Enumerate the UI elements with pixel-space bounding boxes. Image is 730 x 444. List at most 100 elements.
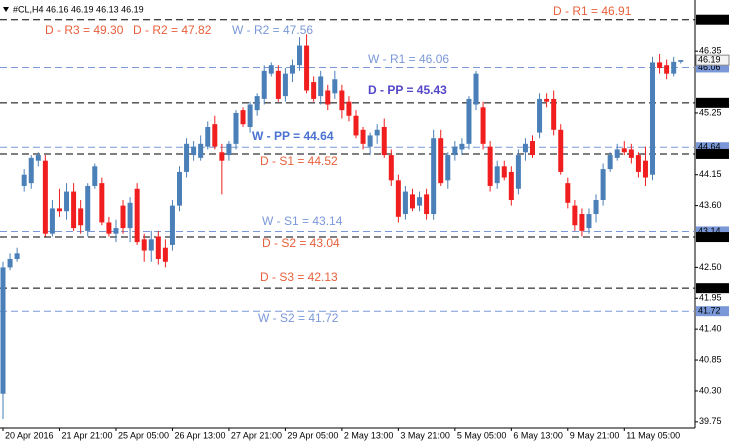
candle-body (134, 188, 140, 243)
candle-body (438, 138, 444, 184)
y-tick-label: 42.50 (699, 262, 722, 272)
candle-body (452, 146, 458, 156)
candle-body (289, 65, 295, 74)
candle-body (501, 166, 507, 178)
candle-body (177, 171, 182, 206)
level-price-label: 43.04 (698, 231, 721, 241)
y-tick-label: 41.95 (699, 293, 722, 303)
level-price-box (696, 62, 729, 73)
level-price-label: 43.14 (698, 226, 721, 236)
candle-body (487, 146, 493, 186)
candle-body (360, 129, 366, 144)
candle-body (402, 191, 408, 215)
candle-body (381, 126, 387, 156)
candle-body (254, 96, 260, 111)
last-price-box (695, 54, 730, 66)
candle-body (275, 70, 281, 99)
level-label: D - R1 = 46.91 (553, 4, 632, 18)
candle-body (71, 191, 77, 229)
candle-body (120, 205, 126, 229)
candle-body (78, 208, 84, 226)
candle-body (579, 214, 585, 231)
level-label: D - R3 = 49.30 (45, 23, 124, 37)
candle-body (431, 138, 437, 215)
candle-body (586, 214, 592, 229)
candle-body (417, 197, 423, 206)
candle-body (261, 70, 267, 99)
level-label: D - S2 = 43.04 (262, 236, 340, 250)
level-price-label: 44.52 (698, 148, 721, 158)
candle-body (621, 148, 627, 153)
candle-body (558, 129, 564, 172)
x-tick-label: 3 May 21:00 (400, 430, 450, 440)
y-tick-label: 39.75 (699, 416, 722, 426)
candle-body (113, 228, 119, 234)
level-label: W - R1 = 46.06 (368, 52, 449, 66)
level-price-box (696, 283, 729, 294)
level-price-box (696, 97, 729, 108)
candle-body (614, 149, 620, 158)
candle-body (127, 202, 133, 229)
candle-body (530, 141, 535, 156)
candle-body (600, 169, 606, 200)
x-tick-label: 11 May 05:00 (626, 430, 680, 440)
level-label: D - S3 = 42.13 (260, 270, 338, 284)
y-tick-label: 41.40 (699, 324, 722, 334)
x-tick-label: 29 Apr 05:00 (287, 430, 338, 440)
candle-body (268, 65, 274, 74)
candle-body (282, 73, 288, 97)
candle-body (99, 183, 105, 223)
candle-body (424, 194, 430, 215)
x-tick-label: 27 Apr 21:00 (231, 430, 282, 440)
candle-body (607, 155, 613, 170)
candle-body (635, 155, 641, 172)
candle-body (14, 253, 20, 259)
candle-body (240, 110, 246, 125)
level-label: W - S2 = 41.72 (258, 311, 339, 325)
candle-body (459, 143, 465, 150)
level-label: D - PP = 45.43 (368, 83, 447, 97)
x-tick-label: 2 May 13:00 (344, 430, 394, 440)
candle-body (106, 222, 112, 234)
candle-body (395, 180, 401, 217)
candle-body (304, 45, 310, 91)
candle-body (388, 155, 394, 181)
candle-body (466, 98, 472, 144)
x-tick-label: 5 May 05:00 (457, 430, 507, 440)
candle-body (7, 258, 13, 268)
level-price-label: 46.06 (698, 62, 721, 72)
y-tick-label: 46.35 (699, 46, 722, 56)
x-tick-label: 6 May 13:00 (513, 430, 563, 440)
candle-body (522, 143, 528, 153)
candle-body (219, 152, 225, 161)
x-tick-label: 21 Apr 21:00 (61, 430, 112, 440)
y-tick-label: 44.15 (699, 169, 722, 179)
level-price-box (696, 226, 729, 237)
level-price-label: 46.91 (698, 14, 721, 24)
chart-title: #CL,H4 46.16 46.19 46.13 46.19 (13, 4, 144, 14)
candle-body (56, 208, 62, 212)
y-tick-label: 40.30 (699, 385, 722, 395)
candle-body (198, 143, 204, 158)
candle-body (367, 135, 373, 147)
candle-body (226, 143, 232, 156)
candle-body (374, 129, 380, 136)
candle-body (205, 126, 211, 147)
candle-body (515, 155, 521, 189)
level-label: D - R2 = 47.82 (133, 23, 212, 37)
candle-body (678, 60, 684, 62)
candle-body (346, 101, 352, 116)
candle-body (551, 98, 557, 130)
candle-body (473, 73, 479, 105)
candle-body (325, 90, 331, 105)
x-tick-label: 25 Apr 05:00 (118, 430, 169, 440)
candle-body (650, 62, 656, 175)
candle-body (657, 62, 663, 69)
level-label: W - R2 = 47.56 (232, 23, 313, 37)
candle-body (480, 107, 486, 144)
level-price-box (696, 232, 729, 243)
candle-body (311, 82, 317, 99)
candle-body (409, 194, 415, 209)
candle-body (297, 45, 303, 66)
candle-body (494, 166, 500, 184)
